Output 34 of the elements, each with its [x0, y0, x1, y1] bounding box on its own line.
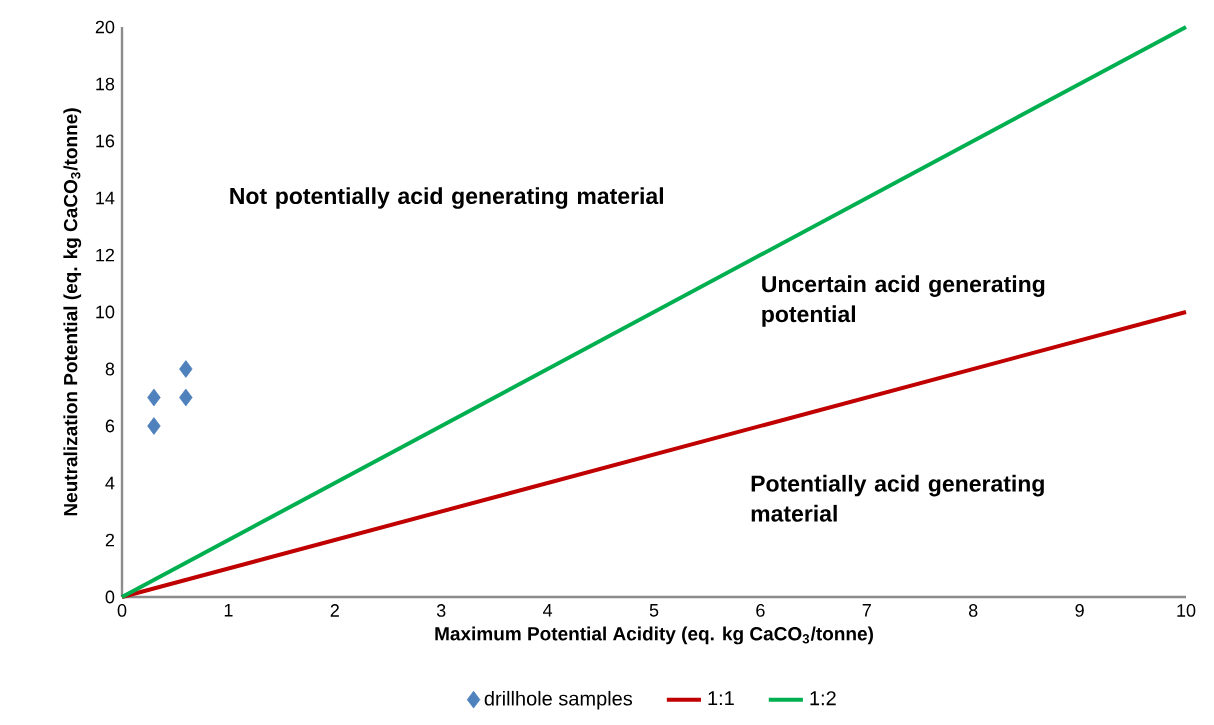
y-tick-label: 14 — [96, 191, 115, 205]
annotation: Not potentially acid generating material — [230, 187, 663, 209]
point — [179, 360, 193, 378]
x-tick-label: 0 — [117, 604, 127, 617]
x-tick-label: 1 — [224, 604, 233, 617]
y-axis-title: Neutralization Potential (eq. kg CaCO$_{3}$/tonne) — [63, 108, 82, 516]
x-tick-label: 6 — [756, 604, 765, 617]
y-tick-label: 12 — [96, 248, 115, 262]
y-tick-label: 2 — [105, 533, 115, 547]
x-axis-title: Maximum Potential Acidity (eq. kg CaCO$_{3}$/tonne) — [435, 626, 873, 645]
legend-label: 1:2 — [810, 691, 836, 706]
point — [147, 417, 161, 435]
x-tick-label: 5 — [649, 604, 659, 617]
x-tick-label: 2 — [330, 604, 339, 617]
x-tick-label: 8 — [968, 604, 978, 617]
point — [179, 388, 193, 407]
y-tick-label: 8 — [105, 362, 115, 376]
y-tick-label: 4 — [105, 476, 115, 490]
x-tick-label: 4 — [543, 604, 553, 617]
x-tick-label: 3 — [436, 604, 446, 617]
y-tick-label: 16 — [96, 134, 115, 148]
y-tick-label: 10 — [96, 305, 115, 319]
x-tick-label: 7 — [862, 604, 871, 617]
annotation: Uncertain acid generating potential — [762, 275, 1045, 327]
y-tick-label: 20 — [95, 20, 115, 34]
legend-label: drillhole samples — [484, 690, 633, 710]
y-tick-label: 18 — [96, 77, 115, 91]
y-tick-label: 6 — [105, 419, 115, 433]
y-tick-label: 0 — [105, 590, 115, 604]
legend-label: 1:1 — [708, 691, 734, 706]
annotation: Potentially acid generating material — [751, 474, 1044, 522]
x-tick-label: 10 — [1177, 604, 1196, 617]
x-tick-label: 9 — [1075, 604, 1084, 617]
point — [147, 388, 161, 407]
